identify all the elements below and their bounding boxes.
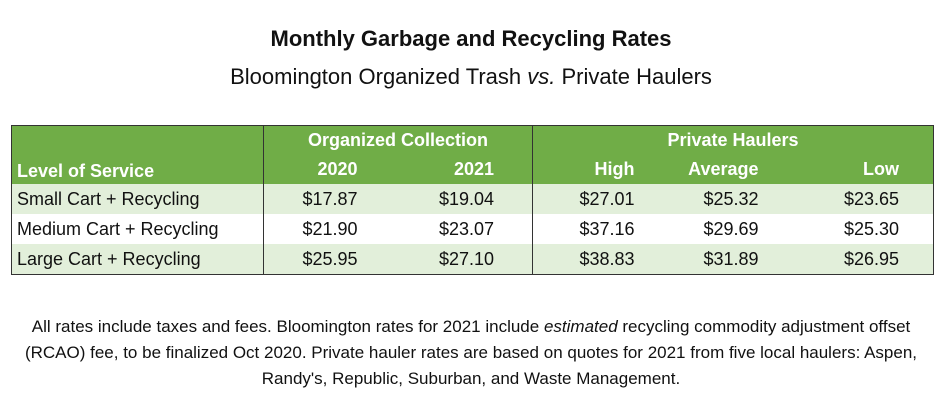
- row-level: Medium Cart + Recycling: [11, 214, 264, 244]
- footnote-text-2: recycling commodity adjustment offset (R…: [24, 317, 918, 388]
- row-level: Large Cart + Recycling: [11, 244, 264, 275]
- cell-2021: $27.10: [397, 244, 533, 275]
- subtitle-part1: Bloomington Organized Trash: [230, 64, 528, 89]
- table-row: Medium Cart + Recycling $21.90 $23.07 $3…: [11, 214, 934, 244]
- cell-low: $26.95: [794, 244, 934, 275]
- column-header-row: 2020 2021 High Average Low: [12, 155, 934, 184]
- cell-2020: $21.90: [263, 214, 398, 244]
- subtitle-vs: vs.: [527, 64, 556, 89]
- cell-average: $29.69: [646, 214, 795, 244]
- subtitle-part2: Private Haulers: [555, 64, 712, 89]
- cell-2021: $23.07: [397, 214, 533, 244]
- cell-2021: $19.04: [397, 184, 533, 214]
- cell-high: $27.01: [532, 184, 647, 214]
- header-organized-collection: Organized Collection: [263, 125, 533, 155]
- rates-table: Level of Service Organized Collection Pr…: [11, 125, 935, 275]
- table-row: Small Cart + Recycling $17.87 $19.04 $27…: [11, 184, 934, 214]
- cell-2020: $25.95: [263, 244, 398, 275]
- header-private-haulers: Private Haulers: [531, 125, 934, 155]
- group-header-row: Level of Service Organized Collection Pr…: [11, 125, 934, 184]
- cell-high: $38.83: [532, 244, 647, 275]
- header-2021: 2021: [397, 155, 533, 184]
- footnote-italic: estimated: [543, 317, 618, 336]
- page-title: Monthly Garbage and Recycling Rates: [270, 26, 672, 51]
- cell-low: $23.65: [794, 184, 934, 214]
- cell-2020: $17.87: [263, 184, 398, 214]
- cell-high: $37.16: [532, 214, 647, 244]
- header-low: Low: [794, 155, 934, 184]
- page-subtitle: Bloomington Organized Trash vs. Private …: [0, 64, 942, 90]
- cell-low: $25.30: [794, 214, 934, 244]
- header-2020: 2020: [263, 155, 398, 184]
- header-high: High: [532, 155, 647, 184]
- footnote: All rates include taxes and fees. Bloomi…: [20, 314, 922, 392]
- cell-average: $25.32: [646, 184, 795, 214]
- header-average: Average: [646, 155, 795, 184]
- row-level: Small Cart + Recycling: [11, 184, 264, 214]
- footnote-text-1: All rates include taxes and fees. Bloomi…: [31, 317, 544, 336]
- cell-average: $31.89: [646, 244, 795, 275]
- header-level-of-service: Level of Service: [11, 125, 264, 184]
- table-row: Large Cart + Recycling $25.95 $27.10 $38…: [11, 244, 934, 275]
